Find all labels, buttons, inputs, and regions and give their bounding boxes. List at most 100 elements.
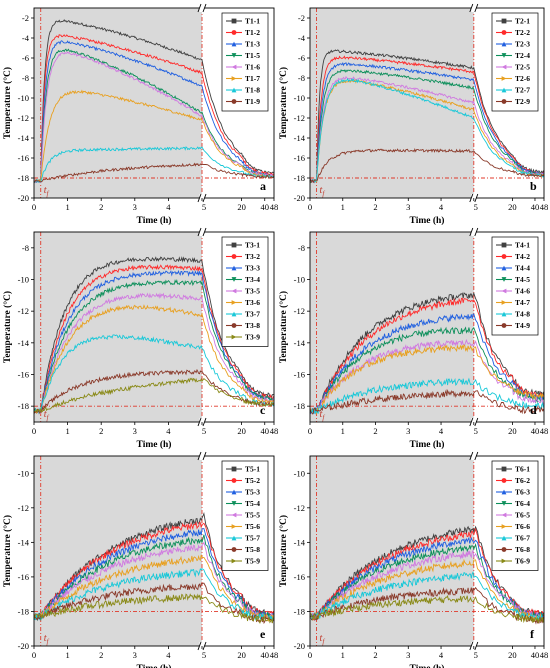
y-tick-label: -12 [294,306,305,316]
legend-marker [501,53,507,58]
x-tick-label: 4 [166,426,171,436]
axis-break-mark [474,417,479,427]
tf-label: tf [320,633,326,646]
series-line-T5-4 [33,534,275,621]
x-tick-label: 5 [202,202,206,212]
legend-marker [231,53,237,58]
series-line-T4-5 [309,326,545,414]
series-line-T5-9 [33,593,275,624]
legend-marker [231,87,237,93]
x-tick-label: 1 [341,426,345,436]
legend-marker [231,18,237,24]
x-tick-label: 0 [308,202,312,212]
legend-entry: T5-6 [245,522,260,531]
x-tick-label: 1 [65,426,69,436]
y-tick-label: -8 [22,243,29,253]
series-line-T3-6 [33,304,275,415]
series-line-T1-5 [34,48,275,183]
legend-entry: T6-8 [515,545,530,554]
x-tick-label: 0 [32,650,36,660]
axis-break-gap [471,228,477,236]
x-tick-label: 0 [32,202,36,212]
x-tick-label: 4 [166,202,171,212]
series-line-T4-9 [309,389,545,415]
legend-entry: T6-7 [515,534,530,543]
legend-entry: T2-7 [515,86,530,95]
series-line-T4-8 [309,377,545,415]
legend-box [221,236,269,347]
x-tick-label: 4 [439,426,444,436]
x-tick-label: 1 [341,202,345,212]
legend-entry: T6-4 [515,499,530,508]
x-tick-label: 2 [99,202,103,212]
y-tick-label: -10 [18,468,29,478]
legend-marker [231,311,237,317]
legend-marker [501,300,507,305]
x-tick-label: 3 [133,650,137,660]
legend-entry: T1-1 [245,17,260,26]
legend-box [491,460,539,571]
legend-marker [501,512,507,518]
series-line-T3-1 [33,256,275,414]
legend-marker [231,501,237,506]
y-tick-label: -12 [294,503,305,513]
x-tick-label: 5 [474,426,478,436]
series-line-T1-7 [33,89,275,183]
legend-entry: T2-6 [515,74,530,83]
legend-entry: T4-7 [515,298,530,307]
legend-entry: T4-1 [515,241,530,250]
legend-marker [501,64,507,70]
axis-break-mark [202,451,207,461]
legend-entry: T1-2 [245,28,260,37]
series-line-T1-8 [33,146,275,184]
legend-entry: T3-2 [245,252,260,261]
x-tick-label: 48 [270,426,279,436]
panel-letter: c [260,403,266,417]
legend-entry: T1-3 [245,40,260,49]
x-tick-label: 1 [65,650,69,660]
y-tick-label: -14 [294,338,306,348]
legend-entry: T3-9 [245,333,260,342]
legend-marker [501,30,507,35]
y-tick-label: -4 [298,33,306,43]
chart-panel-d: -18 -16 -14 -12 -10 -8 0 1 2 3 4 5 20 40 48 Time (h) Tem… [278,227,548,450]
panel-letter: b [530,179,537,193]
series-line-T3-4 [33,279,275,414]
axis-break-mark [469,417,474,427]
x-tick-label: 40 [531,426,540,436]
x-tick-label: 40 [260,426,269,436]
y-tick-label: -14 [294,537,306,547]
shaded-region [34,8,202,198]
legend-marker [231,30,237,35]
legend-entry: T1-5 [245,51,260,60]
x-tick-label: 5 [474,650,478,660]
axis-break-mark [197,641,202,651]
y-tick-label: -10 [294,93,305,103]
plot-frame [309,7,545,199]
legend-marker [501,254,507,259]
x-tick-label: 20 [508,650,517,660]
series-line-T3-7 [33,334,275,415]
y-tick-label: -8 [22,73,29,83]
x-tick-label: 0 [308,650,312,660]
x-tick-label: 48 [540,650,549,660]
series-line-T1-6 [33,51,275,184]
axis-break-gap [471,4,477,12]
y-tick-label: -18 [18,606,29,616]
legend-marker [501,501,507,506]
y-tick-label: -18 [18,173,29,183]
axis-break-mark [202,641,207,651]
y-tick-label: -8 [298,243,305,253]
y-tick-label: -10 [294,275,305,285]
y-tick-label: -14 [18,338,30,348]
series-line-T2-5 [309,75,545,183]
panel-letter: a [260,179,266,193]
x-axis-label: Time (h) [137,439,172,450]
legend-marker [501,466,507,472]
legend-marker [231,558,237,564]
legend-entry: T6-3 [515,488,530,497]
legend-entry: T4-2 [515,252,530,261]
legend-entry: T1-8 [245,86,260,95]
tf-label: tf [44,633,50,646]
